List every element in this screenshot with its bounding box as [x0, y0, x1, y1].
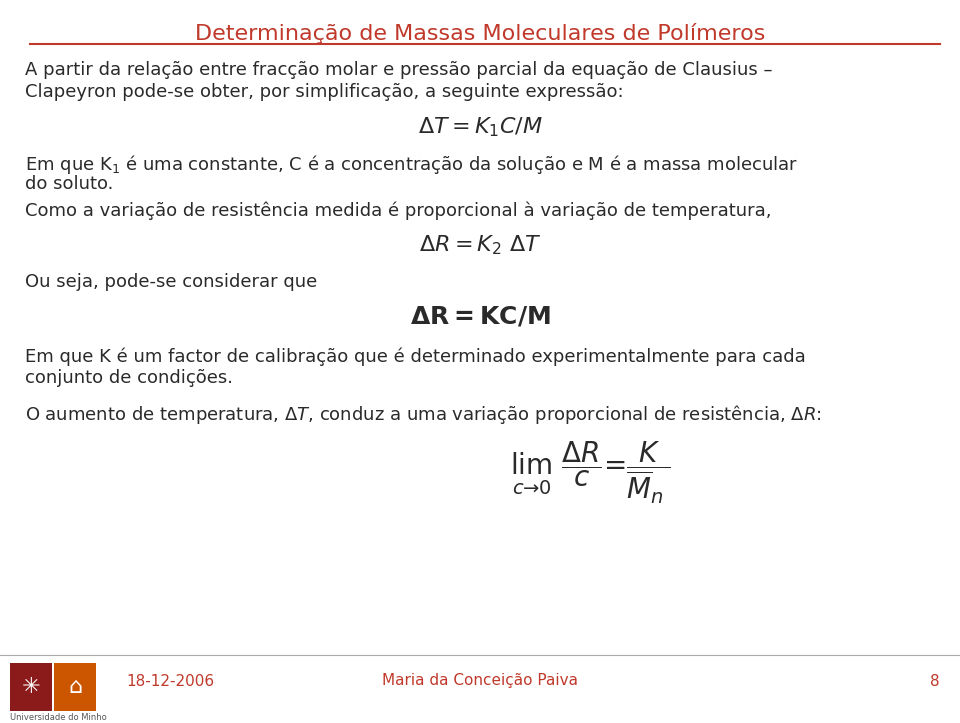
Text: conjunto de condições.: conjunto de condições.: [25, 369, 233, 387]
Text: ✳: ✳: [22, 677, 40, 697]
Text: 18-12-2006: 18-12-2006: [126, 674, 214, 688]
Text: do soluto.: do soluto.: [25, 175, 113, 193]
Text: Em que K$_1$ é uma constante, C é a concentração da solução e M é a massa molecu: Em que K$_1$ é uma constante, C é a conc…: [25, 153, 798, 176]
Text: Ou seja, pode-se considerar que: Ou seja, pode-se considerar que: [25, 273, 317, 291]
Text: Clapeyron pode-se obter, por simplificação, a seguinte expressão:: Clapeyron pode-se obter, por simplificaç…: [25, 83, 624, 101]
Bar: [10, 663, 52, 711]
Text: A partir da relação entre fracção molar e pressão parcial da equação de Clausius: A partir da relação entre fracção molar …: [25, 61, 773, 79]
Text: Universidade do Minho: Universidade do Minho: [10, 713, 107, 722]
Text: Como a variação de resistência medida é proporcional à variação de temperatura,: Como a variação de resistência medida é …: [25, 201, 772, 220]
Text: ⌂: ⌂: [68, 677, 82, 697]
Text: $\mathbf{\Delta R = KC/M}$: $\mathbf{\Delta R = KC/M}$: [410, 305, 550, 329]
Text: Maria da Conceição Paiva: Maria da Conceição Paiva: [382, 674, 578, 688]
Text: Determinação de Massas Moleculares de Polímeros: Determinação de Massas Moleculares de Po…: [195, 23, 765, 44]
Bar: [54, 663, 96, 711]
Text: $\lim_{c \to 0}\ \dfrac{\Delta R}{c} = \dfrac{K}{\overline{M}_n}$: $\lim_{c \to 0}\ \dfrac{\Delta R}{c} = \…: [510, 440, 670, 506]
Text: $\Delta T = K_1C/M$: $\Delta T = K_1C/M$: [418, 115, 542, 139]
Text: 8: 8: [930, 674, 940, 688]
Text: $\Delta R = K_2\ \Delta T$: $\Delta R = K_2\ \Delta T$: [419, 233, 541, 257]
Text: Em que K é um factor de calibração que é determinado experimentalmente para cada: Em que K é um factor de calibração que é…: [25, 347, 805, 366]
Text: O aumento de temperatura, $\Delta T$, conduz a uma variação proporcional de resi: O aumento de temperatura, $\Delta T$, co…: [25, 403, 822, 426]
